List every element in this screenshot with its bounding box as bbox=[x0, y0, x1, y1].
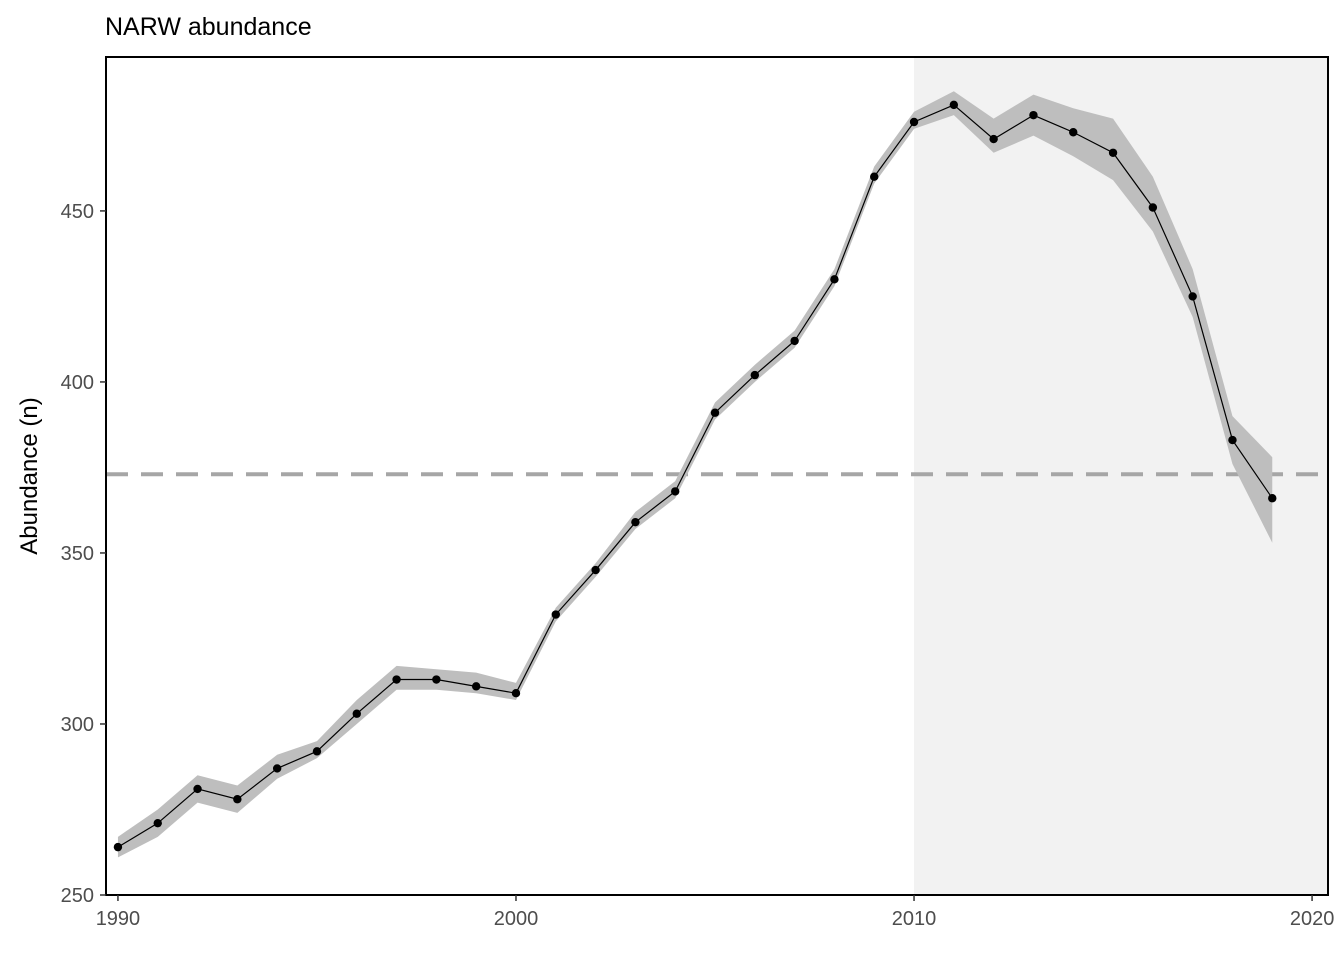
data-point bbox=[471, 682, 481, 691]
data-point bbox=[1148, 203, 1158, 212]
data-point bbox=[989, 134, 998, 144]
data-point bbox=[790, 336, 799, 346]
data-point bbox=[551, 610, 560, 619]
x-tick-label: 2010 bbox=[892, 908, 937, 930]
data-point bbox=[272, 764, 282, 773]
data-point bbox=[750, 370, 760, 380]
data-point bbox=[1228, 435, 1237, 445]
data-point bbox=[511, 688, 521, 698]
data-point bbox=[1268, 494, 1277, 503]
data-point bbox=[1069, 128, 1078, 137]
y-tick-label: 300 bbox=[61, 714, 94, 736]
data-point bbox=[193, 784, 202, 794]
panel-border bbox=[105, 56, 1329, 896]
data-point bbox=[870, 172, 879, 181]
data-point bbox=[591, 565, 600, 575]
data-point bbox=[352, 709, 361, 718]
y-tick-label: 250 bbox=[61, 885, 94, 907]
data-point bbox=[830, 275, 839, 284]
y-tick-label: 450 bbox=[61, 201, 94, 223]
data-point bbox=[631, 517, 640, 527]
data-point bbox=[312, 747, 322, 756]
data-point bbox=[671, 487, 680, 496]
data-point bbox=[710, 408, 720, 417]
data-point bbox=[153, 818, 162, 828]
x-tick-label: 2020 bbox=[1290, 908, 1335, 930]
data-point bbox=[1108, 148, 1118, 157]
chart-title: NARW abundance bbox=[105, 13, 312, 41]
data-point bbox=[1029, 110, 1038, 120]
x-axis: 1990 2000 2010 2020 bbox=[96, 895, 1335, 930]
y-axis: 250 300 350 400 450 bbox=[61, 201, 106, 907]
plot-area bbox=[105, 56, 1329, 896]
y-tick-label: 350 bbox=[61, 543, 94, 565]
x-tick-label: 1990 bbox=[96, 908, 141, 930]
data-point bbox=[909, 117, 919, 127]
data-point bbox=[392, 675, 401, 684]
y-axis-title: Abundance (n) bbox=[16, 397, 43, 554]
y-tick-label: 400 bbox=[61, 372, 94, 394]
data-point bbox=[949, 100, 959, 110]
data-point bbox=[432, 675, 441, 684]
data-point bbox=[1188, 292, 1197, 301]
series-line bbox=[117, 104, 1273, 848]
data-point bbox=[233, 795, 242, 804]
data-point bbox=[113, 842, 123, 852]
x-tick-label: 2000 bbox=[494, 908, 539, 930]
